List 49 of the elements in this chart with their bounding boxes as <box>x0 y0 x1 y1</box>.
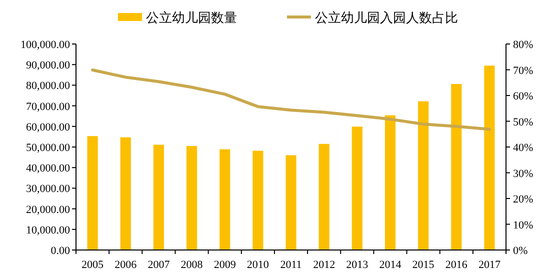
y2-tick-label: 0% <box>513 245 528 257</box>
y2-tick-label: 30% <box>513 168 534 180</box>
y-tick-label: 70,000.00 <box>26 100 70 113</box>
y2-tick-label: 10% <box>513 219 534 232</box>
bar <box>153 144 164 250</box>
bar <box>418 101 429 250</box>
bar <box>220 149 230 250</box>
y-tick-label: 20,000.00 <box>26 204 70 216</box>
x-tick-label: 2013 <box>346 259 369 271</box>
x-tick-label: 2015 <box>412 259 435 271</box>
x-tick-label: 2011 <box>280 259 302 271</box>
bar <box>451 84 462 250</box>
y-tick-label: 10,000.00 <box>26 224 70 236</box>
x-tick-label: 2012 <box>313 259 336 271</box>
x-tick-label: 2010 <box>246 259 270 271</box>
y2-tick-label: 70% <box>513 64 534 77</box>
y-tick-label: 80,000.00 <box>26 80 70 92</box>
bar <box>252 150 264 250</box>
bar <box>87 136 98 250</box>
y-tick-label: 50,000.00 <box>26 142 70 154</box>
y2-tick-label: 50% <box>513 116 534 128</box>
y-tick-label: 100,000.00 <box>20 39 70 51</box>
x-tick-label: 2005 <box>82 259 104 271</box>
legend-label: 公立幼儿园入园人数占比 <box>315 10 458 25</box>
y2-tick-label: 20% <box>513 194 534 206</box>
x-tick-label: 2008 <box>180 259 204 271</box>
y-tick-label: 90,000.00 <box>26 60 70 72</box>
bar <box>352 126 362 250</box>
bar <box>384 115 396 250</box>
bar <box>484 66 495 250</box>
bar <box>286 155 296 250</box>
x-tick-label: 2006 <box>114 259 138 271</box>
bar <box>318 144 330 250</box>
y2-tick-label: 80% <box>513 39 534 51</box>
y2-tick-label: 60% <box>513 90 534 102</box>
x-tick-label: 2007 <box>148 259 170 271</box>
y-tick-label: 0.00 <box>50 245 70 257</box>
y-tick-label: 40,000.00 <box>26 162 70 175</box>
legend-label: 公立幼儿园数量 <box>146 10 237 25</box>
y-tick-label: 30,000.00 <box>26 183 70 196</box>
x-tick-label: 2017 <box>478 259 501 271</box>
y2-tick-label: 40% <box>513 142 534 154</box>
line-series <box>91 68 491 131</box>
x-tick-label: 2016 <box>445 259 468 271</box>
bar <box>186 146 198 250</box>
x-tick-label: 2009 <box>214 259 236 271</box>
y-tick-label: 60,000.00 <box>26 121 70 134</box>
bar <box>120 137 131 250</box>
x-tick-label: 2014 <box>379 259 402 271</box>
